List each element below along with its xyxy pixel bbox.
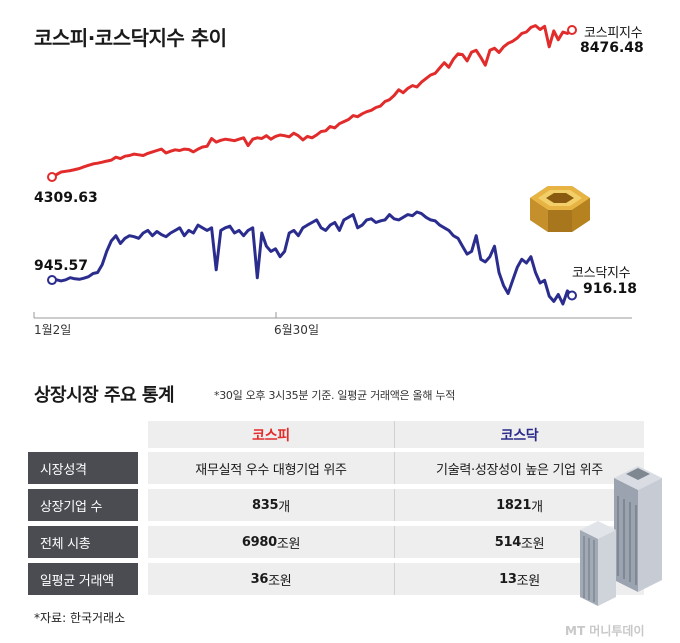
kosdaq-unit: 개 (531, 499, 543, 515)
kospi-cell: 835 개 (148, 489, 394, 521)
kosdaq-end-marker (567, 290, 577, 301)
kosdaq-unit: 조원 (520, 536, 545, 552)
kosdaq-number: 1821 (496, 497, 532, 513)
kosdaq-end-value: 916.18 (583, 281, 638, 297)
kospi-start-marker (47, 172, 57, 182)
header-blank (28, 421, 138, 448)
stats-note: *30일 오후 3시35분 기준. 일평균 거래액은 올해 누적 (214, 389, 456, 402)
row-label: 전체 시총 (28, 526, 138, 558)
kospi-number: 6980 (241, 534, 277, 550)
series-layer (47, 24, 577, 306)
kospi-cell: 재무실적 우수 대형기업 위주 (148, 452, 394, 484)
buildings-illustration (580, 466, 662, 606)
kosdaq-number: 13 (499, 571, 517, 587)
chart-title: 코스피·코스닥지수 추이 (34, 26, 227, 50)
row-label: 시장성격 (28, 452, 138, 484)
kospi-end-value: 8476.48 (580, 40, 644, 56)
header-kosdaq: 코스닥 (394, 421, 644, 448)
kospi-unit: 조원 (268, 573, 292, 589)
kospi-cell: 6980 조원 (148, 526, 394, 558)
kospi-start-value: 4309.63 (34, 190, 98, 206)
row-label: 일평균 거래액 (28, 563, 138, 595)
kosdaq-start-marker (47, 275, 57, 286)
table-row: 일평균 거래액 36 조원 13 조원 (28, 563, 645, 595)
publisher-watermark: MT 머니투데이 (565, 624, 645, 638)
kospi-number: 36 (250, 571, 269, 587)
kosdaq-cell: 1821 개 (394, 489, 644, 521)
kospi-end-marker (567, 25, 577, 35)
kosdaq-series-label: 코스닥지수 (572, 266, 631, 281)
stats-table: 코스피 코스닥 시장성격 재무실적 우수 대형기업 위주 기술력·성장성이 높은… (28, 421, 645, 600)
header-kospi: 코스피 (148, 421, 394, 448)
kosdaq-number: 514 (494, 534, 522, 550)
kospi-unit: 조원 (276, 536, 301, 552)
kosdaq-unit: 조원 (516, 573, 541, 589)
row-label: 상장기업 수 (28, 489, 138, 521)
stats-title: 상장시장 주요 통계 (34, 385, 175, 406)
table-row: 전체 시총 6980 조원 514 조원 (28, 526, 645, 558)
x-tick-label-start: 1월2일 (34, 323, 72, 337)
kospi-line (51, 24, 573, 179)
line-chart (33, 24, 632, 319)
x-tick-label-mid: 6월30일 (274, 323, 319, 337)
table-row: 상장기업 수 835 개 1821 개 (28, 489, 645, 521)
kosdaq-cell: 기술력·성장성이 높은 기업 위주 (394, 452, 644, 484)
kosdaq-start-value: 945.57 (34, 258, 89, 274)
source-note: *자료: 한국거래소 (34, 611, 126, 625)
kosdaq-line (51, 210, 574, 306)
kospi-unit: 개 (278, 499, 290, 515)
table-row: 시장성격 재무실적 우수 대형기업 위주 기술력·성장성이 높은 기업 위주 (28, 452, 645, 484)
coin-illustration (530, 186, 590, 232)
table-header-row: 코스피 코스닥 (28, 421, 645, 448)
kospi-number: 835 (252, 497, 279, 513)
kospi-series-label: 코스피지수 (584, 26, 643, 41)
kospi-cell: 36 조원 (148, 563, 394, 595)
